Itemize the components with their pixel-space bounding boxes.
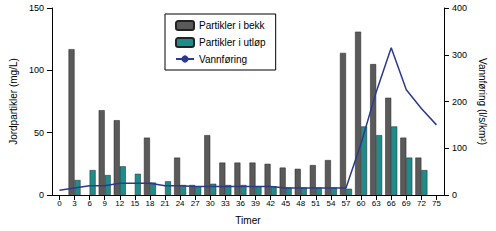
svg-text:54: 54	[326, 199, 335, 208]
svg-text:6: 6	[87, 199, 92, 208]
svg-text:18: 18	[145, 199, 154, 208]
svg-text:75: 75	[432, 199, 441, 208]
svg-text:Jordpartikler (mg/L): Jordpartikler (mg/L)	[8, 58, 19, 145]
svg-text:100: 100	[29, 65, 44, 75]
svg-text:48: 48	[296, 199, 305, 208]
svg-text:0: 0	[452, 190, 457, 200]
svg-text:60: 60	[357, 199, 366, 208]
svg-text:Timer: Timer	[235, 215, 261, 226]
svg-text:9: 9	[102, 199, 107, 208]
svg-text:15: 15	[130, 199, 139, 208]
svg-text:45: 45	[281, 199, 290, 208]
svg-text:200: 200	[452, 97, 467, 107]
svg-text:150: 150	[29, 3, 44, 13]
svg-text:39: 39	[251, 199, 260, 208]
svg-text:12: 12	[115, 199, 124, 208]
svg-text:3: 3	[72, 199, 77, 208]
svg-text:0: 0	[57, 199, 62, 208]
svg-text:24: 24	[176, 199, 185, 208]
svg-text:Partikler i utløp: Partikler i utløp	[199, 37, 266, 48]
svg-text:69: 69	[402, 199, 411, 208]
svg-text:33: 33	[221, 199, 230, 208]
svg-text:36: 36	[236, 199, 245, 208]
svg-text:27: 27	[191, 199, 200, 208]
svg-text:0: 0	[39, 190, 44, 200]
svg-text:66: 66	[387, 199, 396, 208]
svg-text:50: 50	[34, 128, 44, 138]
svg-text:300: 300	[452, 50, 467, 60]
svg-text:57: 57	[342, 199, 351, 208]
svg-text:Partikler i bekk: Partikler i bekk	[199, 20, 266, 31]
svg-text:400: 400	[452, 3, 467, 13]
svg-text:63: 63	[372, 199, 381, 208]
svg-text:100: 100	[452, 143, 467, 153]
svg-text:30: 30	[206, 199, 215, 208]
svg-text:42: 42	[266, 199, 275, 208]
svg-text:21: 21	[161, 199, 170, 208]
svg-text:72: 72	[417, 199, 426, 208]
svg-text:51: 51	[311, 199, 320, 208]
svg-text:Vannføring (l/s/km²): Vannføring (l/s/km²)	[477, 58, 488, 145]
svg-text:Vannføring: Vannføring	[199, 54, 247, 65]
